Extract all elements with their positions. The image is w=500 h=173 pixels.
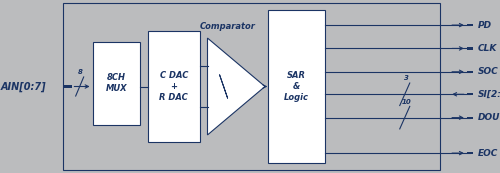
Bar — [148, 31, 200, 142]
Text: 8: 8 — [78, 69, 82, 75]
Bar — [268, 10, 325, 163]
Text: 8CH
MUX: 8CH MUX — [106, 73, 127, 93]
Polygon shape — [208, 38, 265, 135]
Bar — [467, 93, 473, 95]
Text: EOC: EOC — [478, 149, 498, 158]
Text: Comparator: Comparator — [200, 22, 256, 31]
Text: 10: 10 — [402, 99, 411, 105]
Bar — [467, 71, 473, 73]
Bar — [62, 3, 440, 170]
Text: 3: 3 — [404, 75, 408, 81]
Text: CLK: CLK — [478, 44, 497, 53]
Text: SOC: SOC — [478, 67, 498, 76]
Bar — [92, 42, 140, 125]
Text: AIN[0:7]: AIN[0:7] — [1, 81, 46, 92]
Bar — [467, 117, 473, 119]
Text: SI[2:0]: SI[2:0] — [478, 90, 500, 99]
Text: PD: PD — [478, 21, 492, 30]
Text: C DAC
+
R DAC: C DAC + R DAC — [160, 71, 188, 102]
Bar — [467, 47, 473, 49]
Text: DOUT[9:0]: DOUT[9:0] — [478, 113, 500, 122]
Bar — [64, 85, 72, 88]
Bar — [467, 152, 473, 154]
Text: SAR
&
Logic: SAR & Logic — [284, 71, 309, 102]
Bar — [467, 24, 473, 26]
